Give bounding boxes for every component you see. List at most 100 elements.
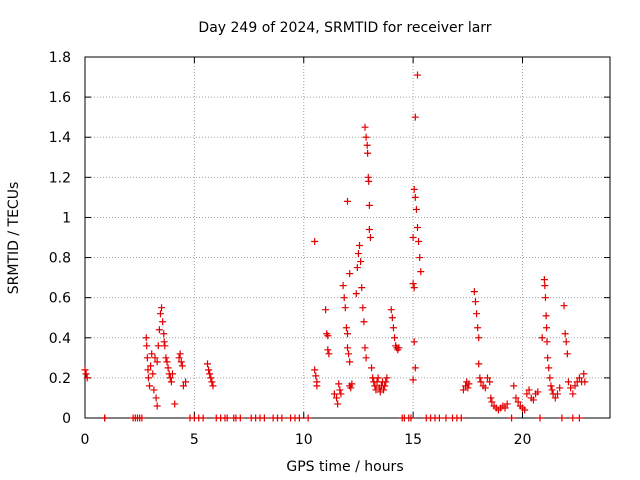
x-tick-label: 5 <box>190 432 199 448</box>
x-tick-label: 15 <box>404 432 422 448</box>
data-series <box>81 71 589 422</box>
data-point <box>410 185 418 193</box>
data-point <box>175 354 183 362</box>
data-point <box>342 324 350 332</box>
data-point <box>544 354 552 362</box>
data-point <box>569 414 577 422</box>
data-point <box>178 362 186 370</box>
data-point <box>543 324 551 332</box>
data-point <box>536 414 544 422</box>
y-tick-label: 0.6 <box>49 291 71 307</box>
y-tick-label: 1 <box>62 210 71 226</box>
data-point <box>503 400 511 408</box>
data-point <box>427 414 435 422</box>
data-point <box>333 394 341 402</box>
data-point <box>159 318 167 326</box>
data-point <box>412 205 420 213</box>
data-point <box>274 414 281 422</box>
data-point <box>571 382 579 390</box>
data-point <box>575 374 583 382</box>
data-point <box>324 346 332 354</box>
data-point <box>563 350 571 358</box>
data-point <box>142 334 150 342</box>
data-point <box>360 318 368 326</box>
data-point <box>525 386 533 394</box>
data-point <box>144 366 152 374</box>
data-point <box>160 338 168 346</box>
data-point <box>465 380 473 388</box>
data-point <box>362 133 370 141</box>
data-point <box>163 358 171 366</box>
data-point <box>556 384 564 392</box>
data-point <box>354 250 362 258</box>
data-point <box>176 350 184 358</box>
data-point <box>361 123 369 131</box>
data-point <box>409 280 417 288</box>
data-point <box>416 254 424 262</box>
y-tick-label: 1.2 <box>49 170 71 186</box>
data-point <box>352 290 360 298</box>
data-point <box>155 326 163 334</box>
data-point <box>83 374 91 382</box>
data-point <box>232 414 240 422</box>
data-point <box>560 302 568 310</box>
data-point <box>82 370 90 378</box>
data-point <box>471 298 479 306</box>
grid-lines <box>85 57 610 418</box>
data-point <box>410 284 418 292</box>
data-point <box>575 414 583 422</box>
chart-title: Day 249 of 2024, SRMTID for receiver lar… <box>198 20 491 36</box>
data-point <box>487 394 495 402</box>
data-point <box>359 304 367 312</box>
data-point <box>291 414 299 422</box>
data-point <box>366 234 374 241</box>
data-point <box>341 304 349 312</box>
data-point <box>510 382 518 390</box>
data-point <box>409 376 417 384</box>
y-tick-label: 0.2 <box>49 371 71 387</box>
data-point <box>542 312 550 320</box>
data-point <box>304 414 312 422</box>
data-point <box>473 310 481 318</box>
data-point <box>545 364 553 372</box>
data-point <box>558 414 566 422</box>
data-point <box>521 406 529 414</box>
data-point <box>356 242 364 250</box>
data-point <box>179 382 187 390</box>
data-point <box>382 378 390 386</box>
data-point <box>160 330 168 338</box>
x-tick-label: 20 <box>514 432 532 448</box>
data-point <box>148 350 156 358</box>
data-point <box>147 362 155 370</box>
data-point <box>411 113 419 121</box>
data-point <box>182 378 190 386</box>
data-point <box>363 141 371 149</box>
data-point <box>207 374 215 382</box>
y-axis-label: SRMTID / TECUs <box>6 182 22 295</box>
data-point <box>381 382 389 390</box>
data-point <box>442 414 450 422</box>
data-point <box>457 414 465 422</box>
data-point <box>339 282 347 290</box>
data-point <box>547 382 555 390</box>
data-point <box>311 366 319 374</box>
y-tick-label: 1.8 <box>49 50 71 66</box>
data-point <box>256 414 264 422</box>
data-point <box>389 324 397 332</box>
data-point <box>581 378 589 386</box>
data-point <box>346 358 354 366</box>
data-point <box>400 414 408 422</box>
y-tick-label: 0 <box>62 411 71 427</box>
data-point <box>395 344 403 352</box>
data-point <box>149 370 157 378</box>
data-point <box>508 414 516 422</box>
data-point <box>177 358 185 366</box>
data-point <box>388 314 396 322</box>
y-tick-labels: 0 0.2 0.4 0.6 0.8 1 1.2 1.4 1.6 1.8 <box>49 50 71 427</box>
data-point <box>529 396 537 404</box>
data-point <box>162 354 170 362</box>
data-point <box>561 330 569 338</box>
data-point <box>417 268 425 276</box>
data-point <box>156 310 164 318</box>
data-point <box>475 334 483 342</box>
